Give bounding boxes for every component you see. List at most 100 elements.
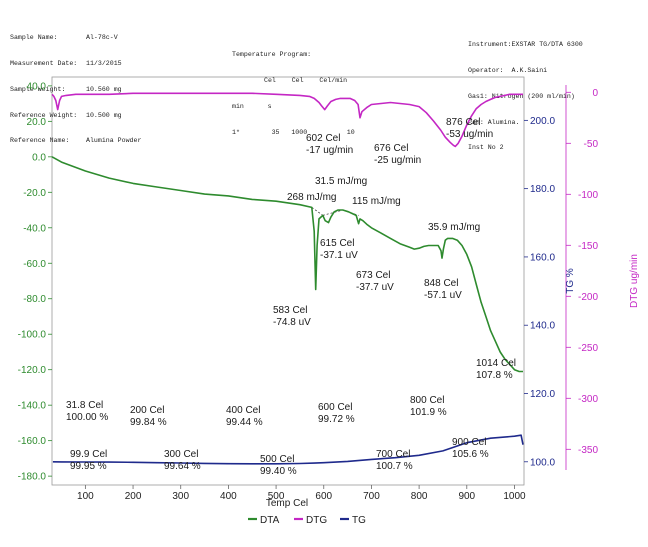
- x-tick-label: 900: [458, 491, 475, 502]
- plot-frame: [51, 76, 525, 486]
- dtg-tick-label: -100: [578, 190, 598, 201]
- series-line-dtg: [51, 92, 523, 148]
- x-tick-label: 200: [125, 491, 142, 502]
- annotation-tg-400: 99.44 %: [226, 417, 263, 428]
- annotation-dta-848: 848 Cel: [424, 278, 458, 289]
- annotation-dtg-602: -17 ug/min: [306, 145, 353, 156]
- temperature-program: Temperature Program: Cel Cel Cel/min min…: [232, 34, 355, 146]
- program-units-row: Cel Cel Cel/min: [264, 76, 348, 84]
- annotation-area-115: 115 mJ/mg: [352, 196, 401, 207]
- x-tick-label: 400: [220, 491, 237, 502]
- dtg-tick-label: 0: [592, 88, 598, 99]
- annotation-dtg-602: 602 Cel: [306, 133, 340, 144]
- legend-label-dtg: DTG: [306, 515, 327, 526]
- annotation-tg-700: 100.7 %: [376, 461, 413, 472]
- x-tick-label: 1000: [503, 491, 526, 502]
- dta-tick-label: -180.0: [18, 472, 47, 483]
- dta-tick-label: -140.0: [18, 401, 47, 412]
- peak-baseline: [311, 207, 324, 216]
- dta-tick-label: 20.0: [27, 117, 47, 128]
- dtg-tick-label: -250: [578, 343, 598, 354]
- annotation-tg-400: 400 Cel: [226, 405, 260, 416]
- pan-line: Pan: Alumina.: [468, 118, 520, 126]
- sample-info: Sample Name: Al-78c-V Measurement Date: 11…: [10, 17, 141, 155]
- dta-tick-label: -120.0: [18, 365, 47, 376]
- annotation-tg-500: 99.40 %: [260, 466, 297, 477]
- legend-label-dta: DTA: [260, 515, 280, 526]
- annotation-tg-700: 700 Cel: [376, 449, 410, 460]
- tg-tick-label: 100.0: [530, 457, 555, 468]
- annotation-tg-31: 31.8 Cel: [66, 400, 103, 411]
- instrument-line: Instrument:EXSTAR TG/DTA 6300: [468, 41, 583, 49]
- annotation-area-35: 35.9 mJ/mg: [428, 222, 480, 233]
- gas-line: Gas1: Nitrogen (200 ml/min): [468, 92, 575, 100]
- annotation-dtg-676: -25 ug/min: [374, 155, 421, 166]
- operator-line: Operator: A.K.Saini: [468, 66, 548, 74]
- x-tick-label: 700: [363, 491, 380, 502]
- annotation-dtg-676: 676 Cel: [374, 143, 408, 154]
- annotation-dtg-876: -53 ug/min: [446, 129, 493, 140]
- program-title: Temperature Program:: [232, 51, 312, 59]
- x-tick-label: 100: [77, 491, 94, 502]
- annotation-tg-800: 800 Cel: [410, 395, 444, 406]
- tg-tick-label: 120.0: [530, 389, 555, 400]
- x-tick-label: 300: [172, 491, 189, 502]
- dtg-tick-label: -350: [578, 445, 598, 456]
- dta-tick-label: -160.0: [18, 436, 47, 447]
- dta-tick-label: -60.0: [23, 259, 46, 270]
- dta-tick-label: -100.0: [18, 330, 47, 341]
- annotation-dta-583: -74.8 uV: [273, 317, 311, 328]
- x-tick-label: 500: [268, 491, 285, 502]
- sample-info-row: Sample Name: Al-78c-V: [10, 34, 118, 42]
- dtg-axis-label: DTG ug/min: [629, 254, 640, 308]
- series-line-tg: [52, 434, 524, 465]
- sample-info-row: Measurement Date: 11/3/2015: [10, 59, 122, 67]
- dta-tick-label: -80.0: [23, 294, 46, 305]
- legend-label-tg: TG: [352, 515, 366, 526]
- inst-no-line: Inst No 2: [468, 144, 504, 152]
- annotation-dta-1014: 1014 Cel: [476, 358, 516, 369]
- annotation-dta-583: 583 Cel: [273, 305, 307, 316]
- tg-tick-label: 160.0: [530, 252, 555, 263]
- annotation-dta-615: 615 Cel: [320, 238, 354, 249]
- annotation-dtg-876: 876 Cel: [446, 117, 480, 128]
- tg-tick-label: 140.0: [530, 321, 555, 332]
- annotation-tg-500: 500 Cel: [260, 454, 294, 465]
- dta-tick-label: -20.0: [23, 188, 46, 199]
- annotation-dta-673: -37.7 uV: [356, 282, 394, 293]
- tg-tick-label: 180.0: [530, 184, 555, 195]
- program-head-row: min s: [232, 102, 272, 110]
- annotation-tg-100: 99.9 Cel: [70, 449, 107, 460]
- program-row: 1* 35 1000 10: [232, 128, 355, 136]
- annotation-tg-200: 200 Cel: [130, 405, 164, 416]
- dtg-tick-label: -200: [578, 292, 598, 303]
- tg-axis-label: TG %: [565, 268, 576, 294]
- annotation-tg-100: 99.95 %: [70, 461, 107, 472]
- annotation-dta-673: 673 Cel: [356, 270, 390, 281]
- tg-tick-label: 200.0: [530, 116, 555, 127]
- annotation-area-268: 268 mJ/mg: [287, 192, 336, 203]
- annotation-tg-900: 105.6 %: [452, 449, 489, 460]
- dtg-tick-label: -300: [578, 394, 598, 405]
- dta-tick-label: 40.0: [27, 81, 47, 92]
- annotation-dta-1014: 107.8 %: [476, 370, 513, 381]
- annotation-dta-615: -37.1 uV: [320, 250, 358, 261]
- annotation-tg-300: 300 Cel: [164, 449, 198, 460]
- dtg-tick-label: -150: [578, 241, 598, 252]
- x-tick-label: 800: [411, 491, 428, 502]
- dtg-tick-label: -50: [584, 139, 599, 150]
- dta-tick-label: -40.0: [23, 223, 46, 234]
- sample-info-row: Reference Name: Alumina Powder: [10, 137, 142, 145]
- annotation-tg-300: 99.64 %: [164, 461, 201, 472]
- sample-info-row: Reference Weight: 10.500 mg: [10, 111, 122, 119]
- annotation-tg-31: 100.00 %: [66, 412, 108, 423]
- x-tick-label: 600: [315, 491, 332, 502]
- dta-tick-label: 0.0: [32, 152, 46, 163]
- instrument-info: Instrument:EXSTAR TG/DTA 6300 Operator: …: [468, 24, 583, 162]
- annotation-tg-900: 900 Cel: [452, 437, 486, 448]
- annotation-tg-200: 99.84 %: [130, 417, 167, 428]
- annotation-tg-600: 600 Cel: [318, 402, 352, 413]
- sample-info-row: Sample Weight: 10.560 mg: [10, 85, 122, 93]
- annotation-dta-848: -57.1 uV: [424, 290, 462, 301]
